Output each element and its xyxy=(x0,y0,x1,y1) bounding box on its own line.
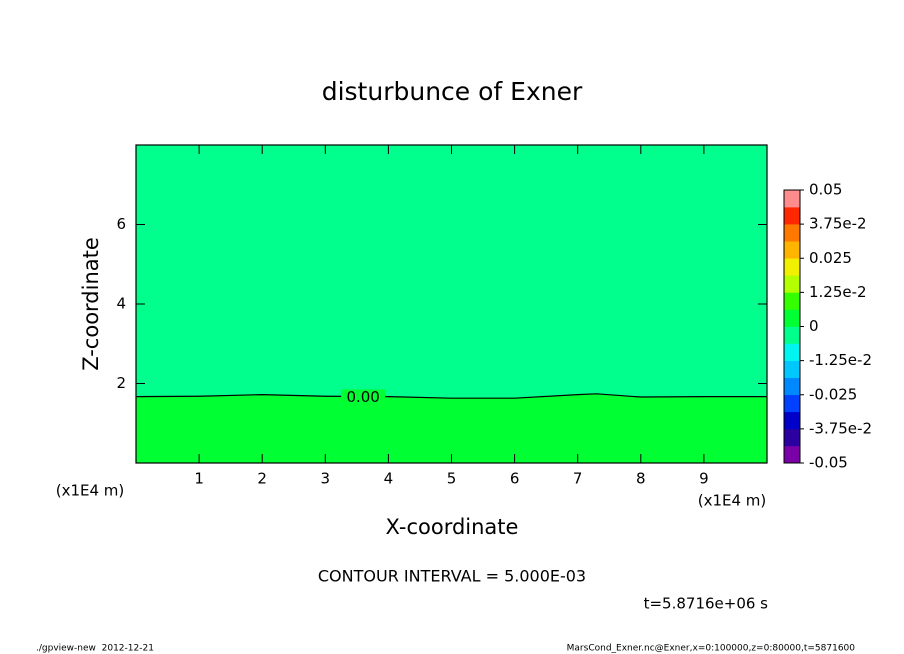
footer-left: ./gpview-new 2012-12-21 xyxy=(36,644,154,654)
chart-title: disturbunce of Exner xyxy=(322,77,583,106)
y-tick-label: 2 xyxy=(116,374,126,392)
colorbar-band xyxy=(784,275,800,293)
y-unit: (x1E4 m) xyxy=(56,482,125,500)
colorbar-label: -3.75e-2 xyxy=(809,419,872,437)
colorbar-band xyxy=(784,377,800,396)
colorbar-band xyxy=(784,394,800,413)
colorbar-label: 3.75e-2 xyxy=(809,215,867,233)
contour-label: 0.00 xyxy=(346,388,379,406)
colorbar-band xyxy=(784,292,800,310)
colorbar-band xyxy=(784,207,800,225)
x-tick-label: 7 xyxy=(573,470,583,488)
colorbar-band xyxy=(784,241,800,259)
x-tick-label: 2 xyxy=(257,470,267,488)
contour-label-bg xyxy=(341,389,386,404)
x-axis-label: X-coordinate xyxy=(386,515,519,539)
x-unit: (x1E4 m) xyxy=(698,492,767,510)
region-fill xyxy=(136,393,767,463)
x-tick-label: 3 xyxy=(321,470,331,488)
x-tick-label: 4 xyxy=(384,470,394,488)
colorbar-band xyxy=(784,343,800,361)
colorbar-band xyxy=(784,428,800,447)
contour-line xyxy=(135,393,767,399)
x-tick-label: 8 xyxy=(636,470,646,488)
y-axis-label: Z-coordinate xyxy=(79,237,103,371)
x-tick-label: 6 xyxy=(510,470,520,488)
footer-right: MarsCond_Exner.nc@Exner,x=0:100000,z=0:8… xyxy=(567,644,856,654)
colorbar-band xyxy=(784,258,800,276)
colorbar-band xyxy=(784,309,800,327)
x-tick-label: 1 xyxy=(194,470,204,488)
time-label: t=5.8716e+06 s xyxy=(644,595,769,613)
x-tick-label: 9 xyxy=(699,470,709,488)
colorbar-band xyxy=(784,190,800,208)
colorbar-label: 0.05 xyxy=(809,181,842,199)
colorbar-band xyxy=(784,411,800,430)
colorbar-label: 1.25e-2 xyxy=(809,283,867,301)
colorbar-label: 0.025 xyxy=(809,249,852,267)
contour-interval: CONTOUR INTERVAL = 5.000E-03 xyxy=(318,567,586,586)
colorbar-band xyxy=(784,326,800,344)
colorbar-label: 0 xyxy=(809,317,819,335)
colorbar-label: -1.25e-2 xyxy=(809,351,872,369)
colorbar-band xyxy=(784,360,800,378)
colorbar-label: -0.05 xyxy=(809,454,848,472)
colorbar-label: -0.025 xyxy=(809,385,857,403)
y-tick-label: 4 xyxy=(116,295,126,313)
x-tick-label: 5 xyxy=(447,470,457,488)
colorbar-band xyxy=(784,224,800,242)
y-tick-label: 6 xyxy=(116,215,126,233)
colorbar-band xyxy=(784,445,800,464)
